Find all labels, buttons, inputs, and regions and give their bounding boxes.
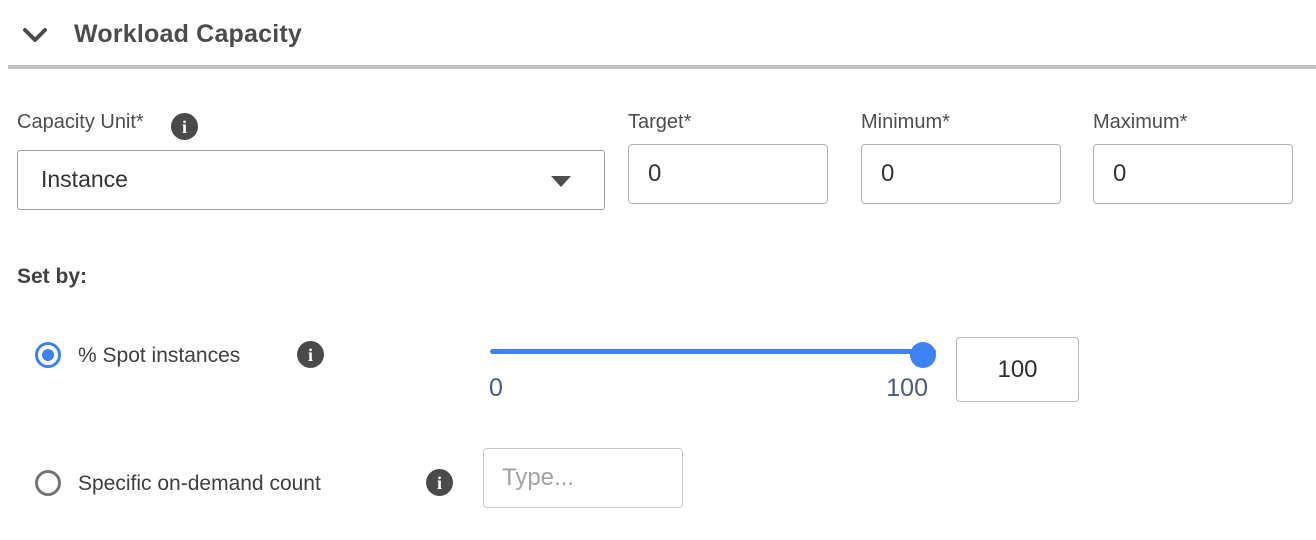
radio-on-demand-count[interactable] <box>35 470 61 496</box>
capacity-unit-value: Instance <box>41 166 128 192</box>
section-title: Workload Capacity <box>74 20 302 48</box>
on-demand-count-label: Specific on-demand count <box>78 472 321 495</box>
capacity-unit-dropdown[interactable]: Instance <box>17 150 605 210</box>
info-glyph: i <box>181 116 187 137</box>
target-label: Target* <box>628 111 692 133</box>
maximum-input[interactable] <box>1093 144 1293 204</box>
caret-down-icon <box>551 176 571 187</box>
slider-max-label: 100 <box>886 374 928 402</box>
slider-min-label: 0 <box>489 374 503 402</box>
spot-percentage-slider-handle[interactable] <box>910 342 936 368</box>
target-input[interactable] <box>628 144 828 204</box>
info-icon[interactable]: i <box>426 469 453 496</box>
info-icon[interactable]: i <box>171 113 198 140</box>
maximum-label: Maximum* <box>1093 111 1188 133</box>
spot-instances-label: % Spot instances <box>78 344 241 367</box>
spot-percentage-input[interactable] <box>956 337 1079 402</box>
info-glyph: i <box>436 472 442 493</box>
on-demand-count-input[interactable] <box>483 448 683 508</box>
spot-percentage-slider-track[interactable] <box>490 349 936 354</box>
radio-spot-instances[interactable] <box>35 342 61 368</box>
info-glyph: i <box>307 344 313 365</box>
minimum-input[interactable] <box>861 144 1061 204</box>
minimum-label: Minimum* <box>861 111 950 133</box>
chevron-down-icon[interactable] <box>22 27 48 45</box>
set-by-label: Set by: <box>17 265 88 288</box>
section-divider <box>8 65 1316 69</box>
info-icon[interactable]: i <box>297 341 324 368</box>
capacity-unit-label: Capacity Unit* <box>17 111 144 133</box>
